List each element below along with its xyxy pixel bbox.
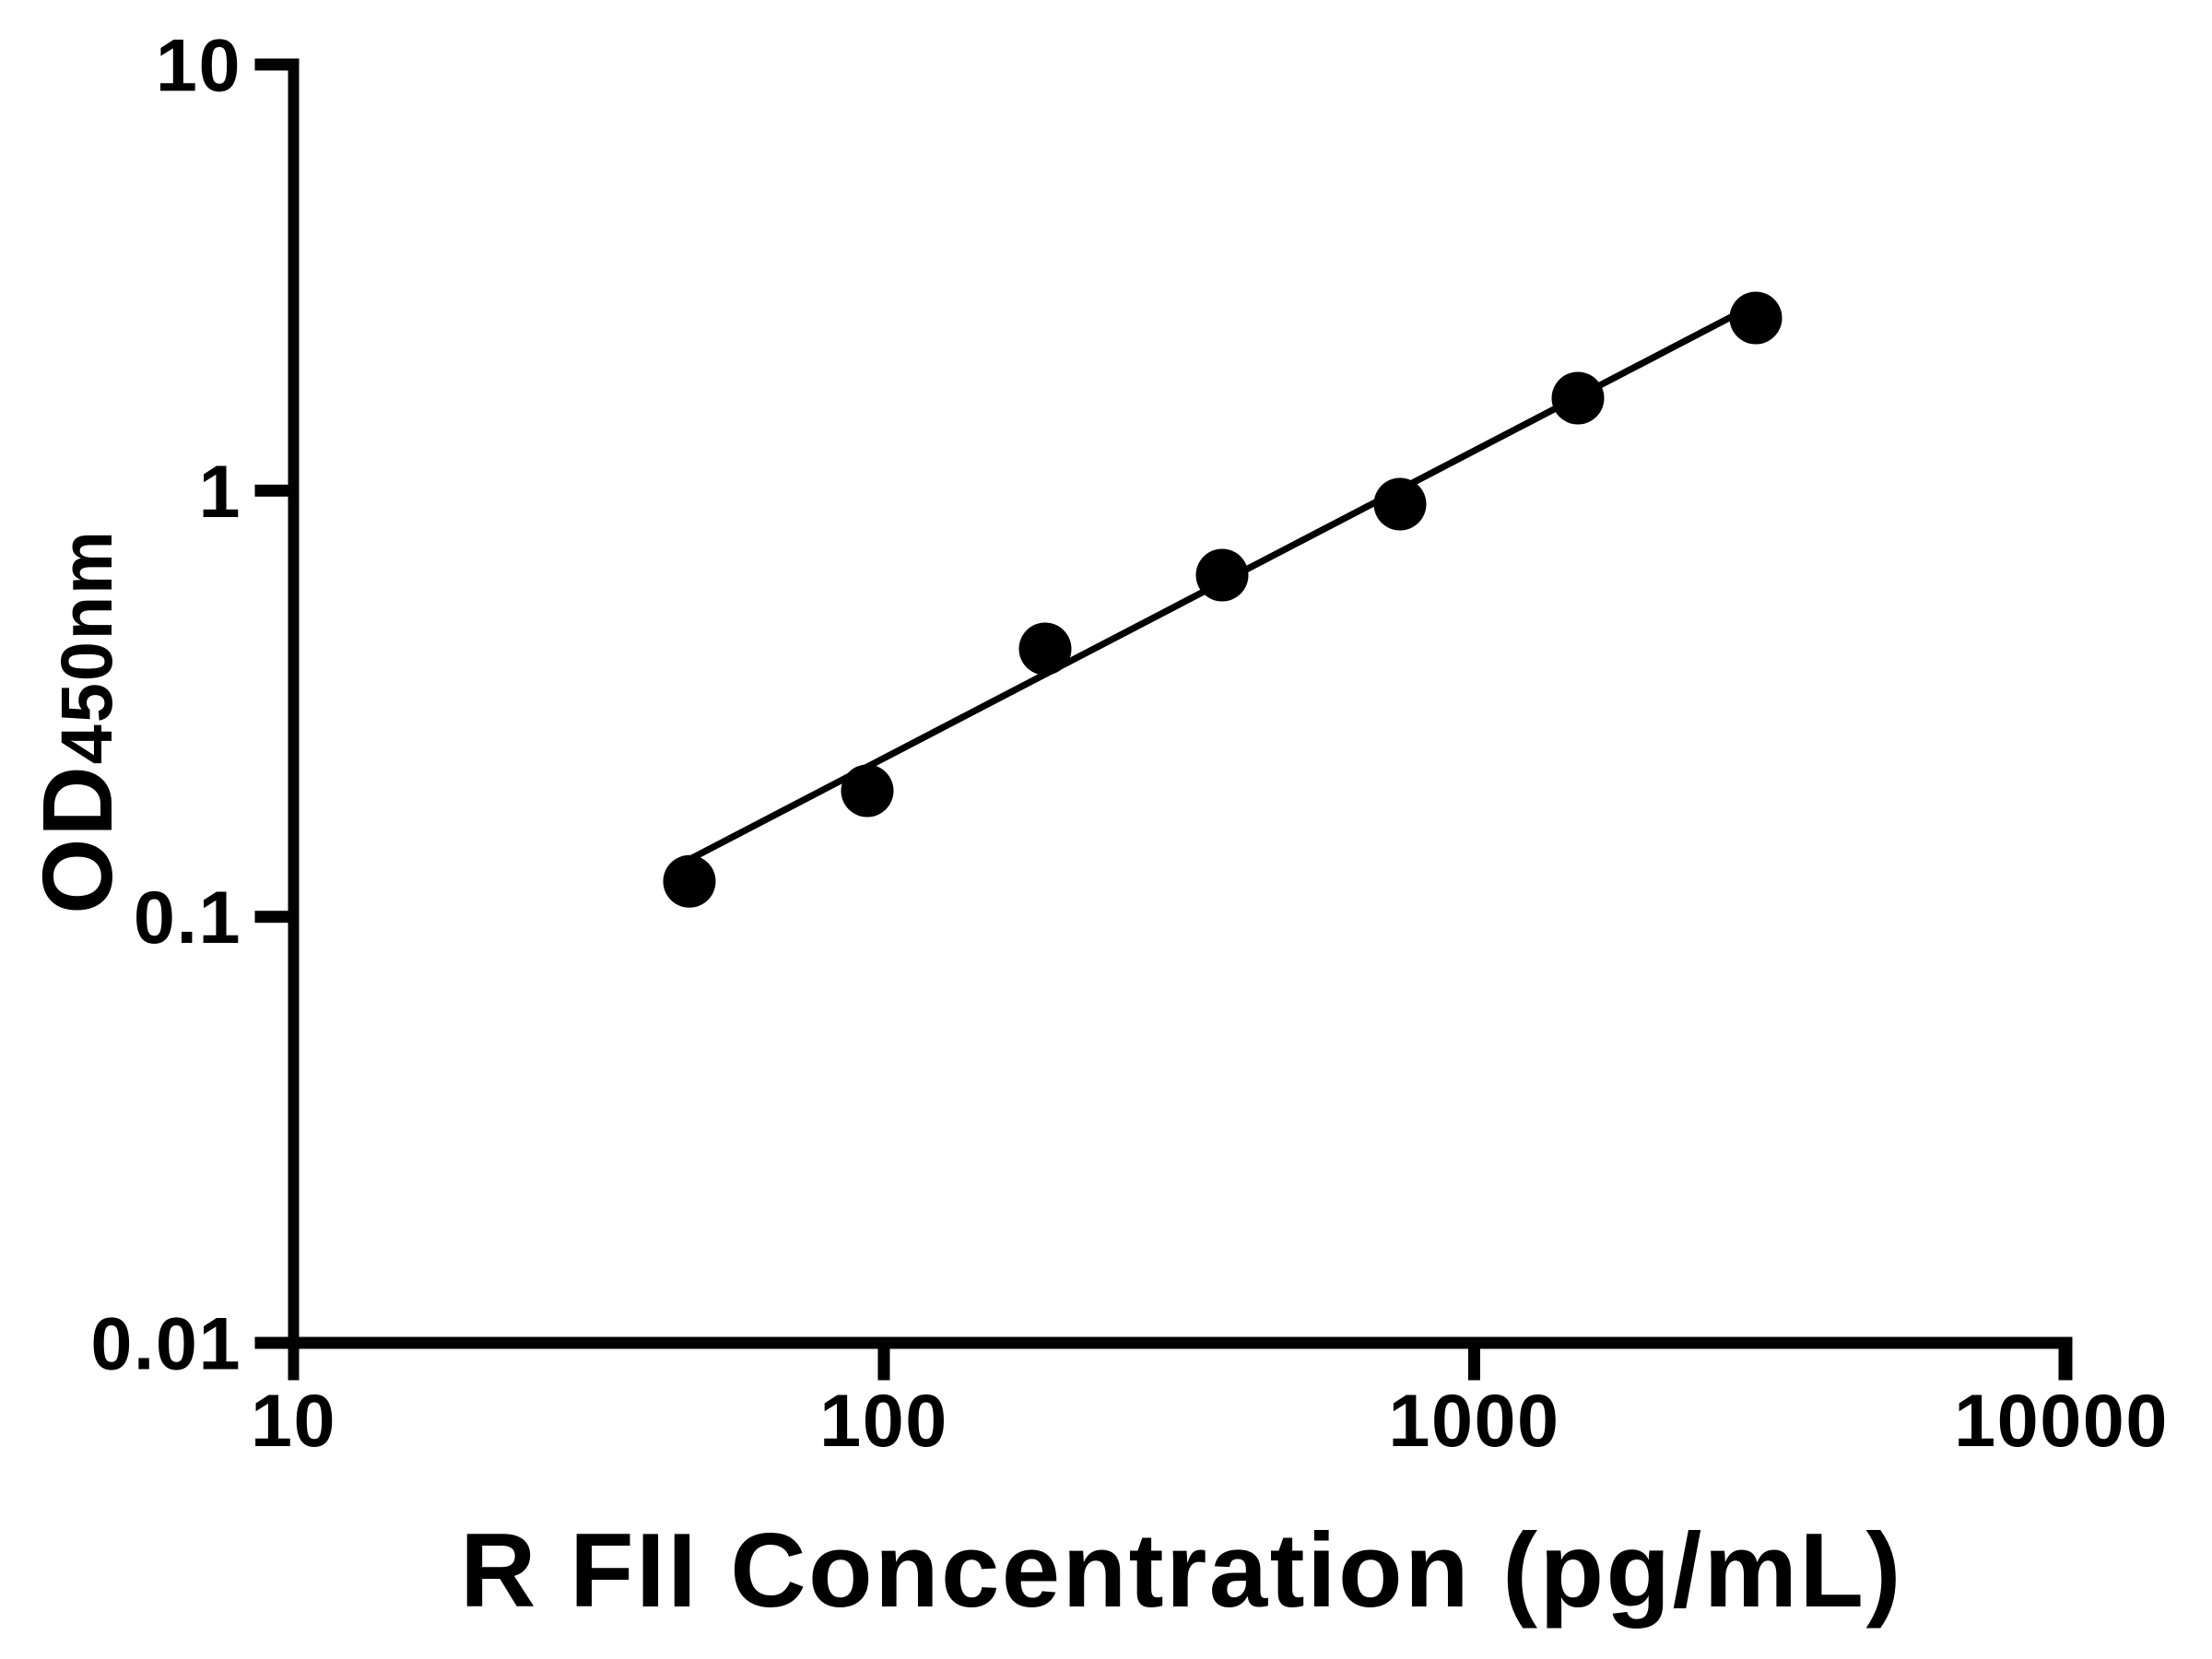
svg-text:1000: 1000 <box>1388 1380 1559 1463</box>
svg-text:100: 100 <box>819 1380 948 1463</box>
svg-text:1: 1 <box>198 451 241 534</box>
svg-text:10: 10 <box>156 25 241 108</box>
svg-text:0.01: 0.01 <box>90 1303 241 1386</box>
svg-text:10: 10 <box>251 1380 336 1463</box>
svg-text:OD450nm: OD450nm <box>21 529 133 914</box>
svg-text:10000: 10000 <box>1954 1380 2169 1463</box>
svg-text:R FII Concentration (pg/mL): R FII Concentration (pg/mL) <box>460 1512 1903 1630</box>
svg-text:0.1: 0.1 <box>134 877 241 959</box>
